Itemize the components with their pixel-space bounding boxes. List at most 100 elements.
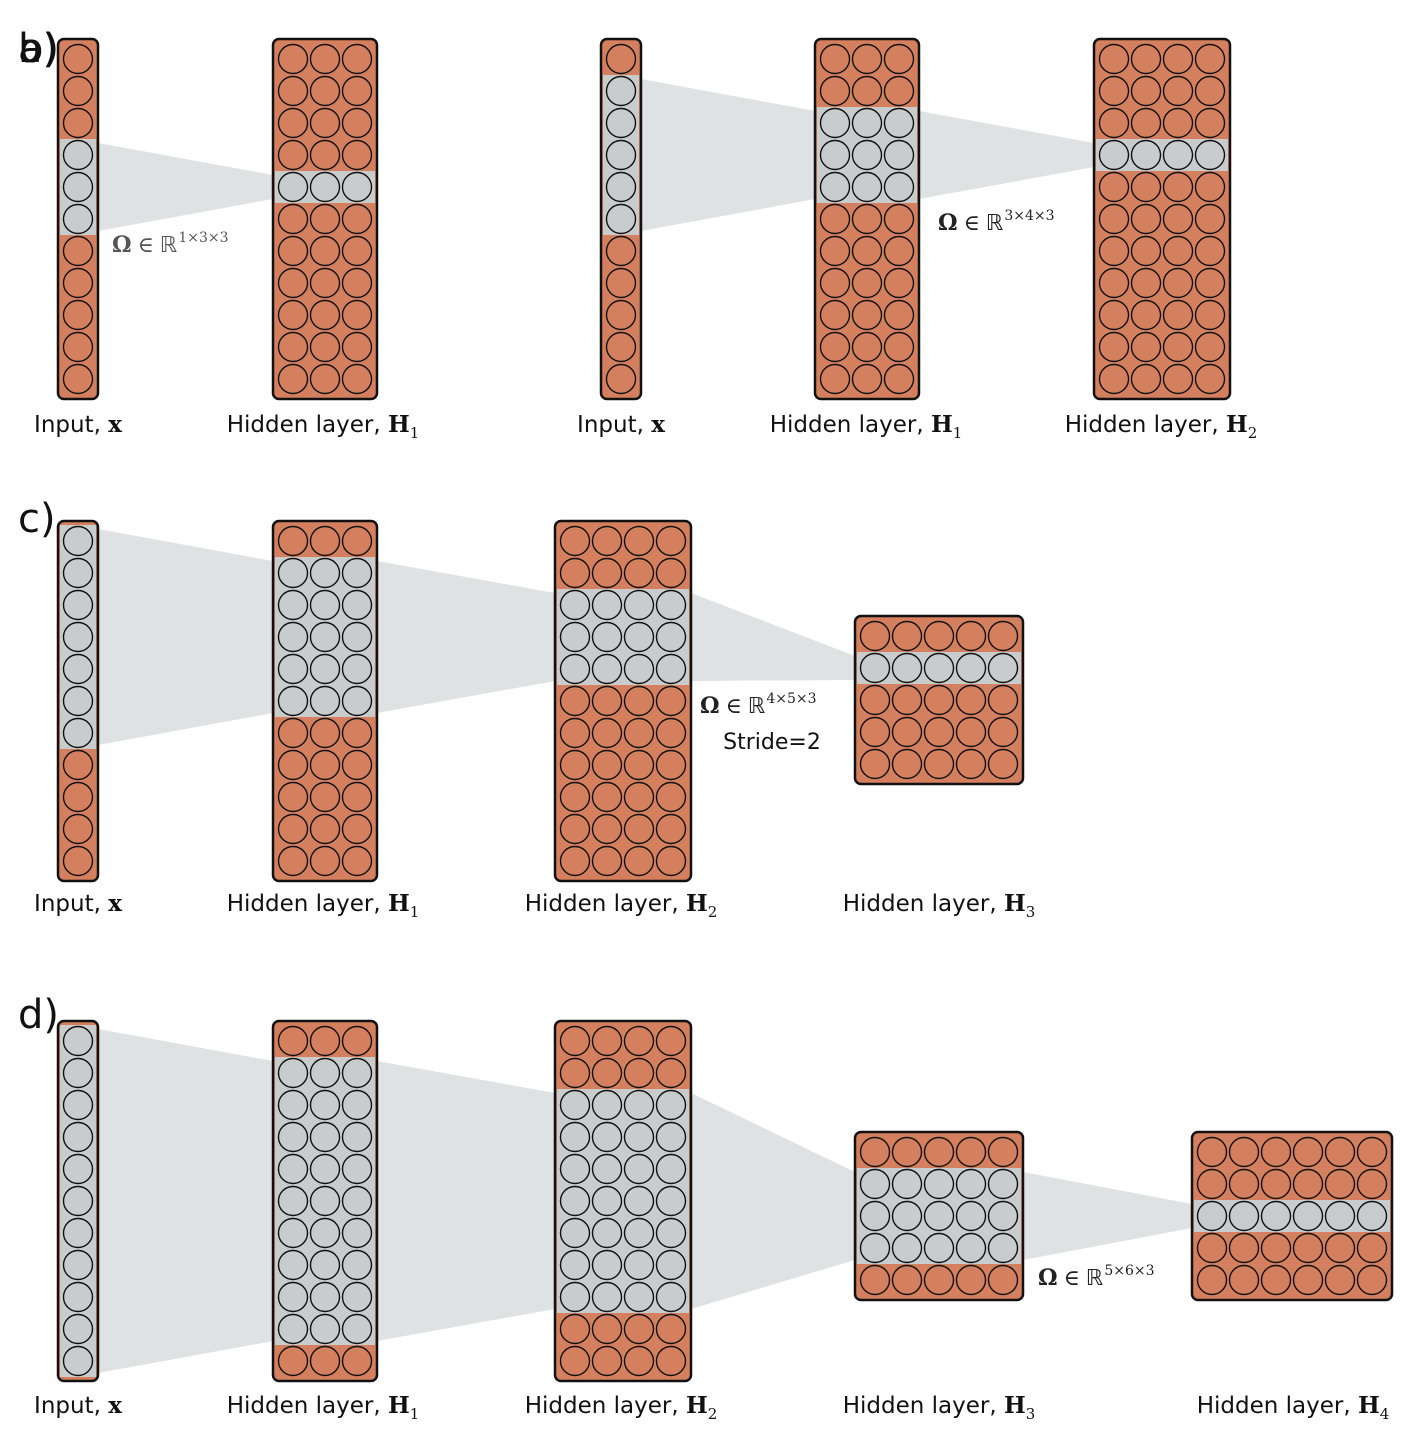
inactive-neuron: [883, 43, 915, 75]
inactive-neuron: [1196, 1264, 1228, 1296]
inactive-neuron: [1356, 1232, 1388, 1264]
active-neuron: [309, 1089, 341, 1121]
inactive-neuron: [1194, 299, 1226, 331]
active-neuron: [341, 1281, 373, 1313]
inactive-neuron: [1162, 299, 1194, 331]
active-neuron: [655, 1121, 687, 1153]
active-neuron: [309, 1281, 341, 1313]
layer-subscript: 1: [410, 903, 420, 921]
inactive-neuron: [1292, 1264, 1324, 1296]
inactive-neuron: [819, 331, 851, 363]
active-neuron: [277, 1281, 309, 1313]
inactive-neuron: [62, 363, 94, 395]
active-neuron: [891, 652, 923, 684]
active-neuron: [277, 685, 309, 717]
inactive-neuron: [341, 43, 373, 75]
inactive-neuron: [1194, 171, 1226, 203]
active-neuron: [309, 1153, 341, 1185]
inactive-neuron: [277, 717, 309, 749]
active-neuron: [623, 1121, 655, 1153]
inactive-neuron: [277, 331, 309, 363]
active-neuron: [341, 1153, 373, 1185]
inactive-neuron: [341, 813, 373, 845]
inactive-neuron: [1196, 1168, 1228, 1200]
layer-caption-text: Hidden layer,: [1065, 412, 1226, 438]
stride-label: Stride=2: [723, 730, 821, 755]
inactive-neuron: [309, 363, 341, 395]
active-neuron: [623, 1281, 655, 1313]
panel-a-input-layer: [56, 37, 100, 401]
active-neuron: [341, 653, 373, 685]
active-neuron: [309, 621, 341, 653]
receptive-field-fan: [98, 1029, 273, 1373]
active-neuron: [591, 1249, 623, 1281]
active-neuron: [309, 1217, 341, 1249]
receptive-field-fan: [98, 143, 273, 231]
active-neuron: [883, 171, 915, 203]
inactive-neuron: [1194, 267, 1226, 299]
weight-shape-annotation: Ω ∈ ℝ4×5×3: [700, 691, 817, 719]
inactive-neuron: [1130, 267, 1162, 299]
active-neuron: [623, 621, 655, 653]
inactive-neuron: [62, 43, 94, 75]
layer-caption-text: Hidden layer,: [227, 891, 388, 917]
inactive-neuron: [655, 1345, 687, 1377]
inactive-neuron: [559, 1313, 591, 1345]
element-of-symbol: ∈: [726, 694, 742, 719]
active-neuron: [62, 203, 94, 235]
inactive-neuron: [1162, 171, 1194, 203]
inactive-neuron: [1228, 1232, 1260, 1264]
inactive-neuron: [309, 43, 341, 75]
inactive-neuron: [1194, 363, 1226, 395]
inactive-neuron: [341, 299, 373, 331]
layer-caption: Hidden layer, H2: [525, 1392, 718, 1423]
active-neuron: [655, 1185, 687, 1217]
active-neuron: [277, 653, 309, 685]
inactive-neuron: [623, 781, 655, 813]
receptive-field-fan: [691, 593, 855, 681]
inactive-neuron: [923, 748, 955, 780]
inactive-neuron: [277, 1345, 309, 1377]
active-neuron: [341, 685, 373, 717]
layer-caption: Hidden layer, H1: [227, 1392, 420, 1423]
active-neuron: [277, 1089, 309, 1121]
active-neuron: [655, 1217, 687, 1249]
inactive-neuron: [559, 1345, 591, 1377]
inactive-neuron: [859, 716, 891, 748]
layer-caption: Hidden layer, H1: [227, 411, 420, 442]
inactive-neuron: [655, 1313, 687, 1345]
layer-symbol: H: [1358, 1392, 1380, 1419]
inactive-neuron: [987, 1264, 1019, 1296]
active-neuron: [605, 139, 637, 171]
active-neuron: [309, 685, 341, 717]
active-neuron: [605, 203, 637, 235]
layer-caption-text: Hidden layer,: [1197, 1393, 1358, 1419]
active-neuron: [891, 1168, 923, 1200]
active-neuron: [655, 621, 687, 653]
inactive-neuron: [277, 299, 309, 331]
panel-d-input-layer: [56, 1019, 100, 1383]
inactive-neuron: [859, 1264, 891, 1296]
layer-subscript: 2: [708, 903, 718, 921]
inactive-neuron: [655, 717, 687, 749]
inactive-neuron: [1130, 331, 1162, 363]
active-neuron: [851, 107, 883, 139]
inactive-neuron: [62, 813, 94, 845]
active-neuron: [1130, 139, 1162, 171]
inactive-neuron: [605, 267, 637, 299]
active-neuron: [605, 171, 637, 203]
inactive-neuron: [341, 331, 373, 363]
layer-caption-text: Hidden layer,: [843, 891, 1004, 917]
panel-label-c: c): [18, 496, 56, 542]
active-neuron: [591, 1281, 623, 1313]
inactive-neuron: [891, 1264, 923, 1296]
omega-symbol: Ω: [938, 210, 958, 236]
active-neuron: [655, 653, 687, 685]
active-neuron: [559, 589, 591, 621]
inactive-neuron: [1162, 267, 1194, 299]
inactive-neuron: [623, 749, 655, 781]
inactive-neuron: [341, 525, 373, 557]
active-neuron: [277, 557, 309, 589]
layer-subscript: 1: [410, 1405, 420, 1423]
panel-d-hidden-layer-3: [853, 1130, 1025, 1302]
